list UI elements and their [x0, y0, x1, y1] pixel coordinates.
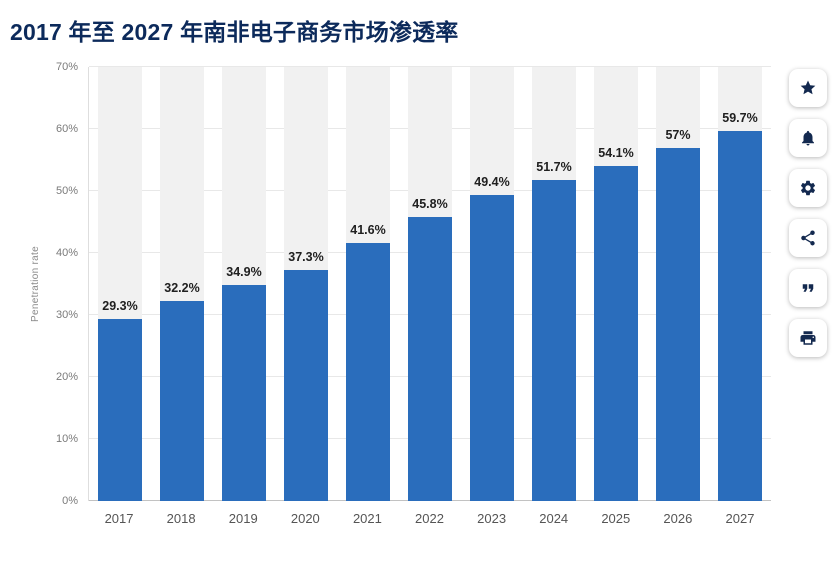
bar-column[interactable]: 49.4%: [461, 67, 523, 501]
bar-chart: Penetration rate 0% 10% 20% 30% 40% 50% 60% 70%…: [26, 61, 771, 535]
bar-column[interactable]: 29.3%: [89, 67, 151, 501]
y-axis-title: Penetration rate: [29, 246, 41, 322]
y-axis-title-wrap: Penetration rate: [26, 67, 44, 501]
x-tick-label: 2021: [352, 510, 382, 526]
bar[interactable]: [408, 217, 452, 501]
x-tick-label: 2022: [415, 510, 444, 526]
bar-value-label: 29.3%: [102, 299, 138, 314]
quote-icon: [802, 284, 814, 292]
y-axis-ticks: 0% 10% 20% 30% 40% 50% 60% 70%: [44, 61, 88, 507]
action-toolbar: [789, 67, 827, 357]
y-tick-label: 50%: [55, 185, 78, 197]
bar[interactable]: [98, 319, 142, 501]
bar-column[interactable]: 57%: [647, 67, 709, 501]
x-tick-label: 2026: [663, 510, 693, 526]
share-icon: [801, 230, 815, 246]
bar-value-label: 49.4%: [474, 174, 510, 189]
gear-icon: [800, 180, 816, 196]
settings-button[interactable]: [789, 169, 827, 207]
bar-column[interactable]: 41.6%: [337, 67, 399, 501]
star-icon: [800, 80, 816, 95]
x-axis-row: 2017 2018 2019 2020 2021 2022 2023 2024 2025 2026…: [26, 501, 771, 535]
bar[interactable]: [346, 243, 390, 501]
bar-value-label: 45.8%: [412, 197, 448, 212]
y-tick-label: 70%: [55, 61, 78, 73]
bar-column[interactable]: 59.7%: [709, 67, 771, 501]
y-tick-label: 30%: [55, 309, 78, 321]
bar-value-label: 41.6%: [350, 223, 386, 238]
bar[interactable]: [532, 180, 576, 501]
y-tick-label: 20%: [55, 371, 78, 383]
bar-value-label: 54.1%: [598, 145, 634, 160]
x-tick-label: 2020: [290, 510, 320, 526]
x-tick-label: 2018: [166, 510, 196, 526]
bar-column[interactable]: 51.7%: [523, 67, 585, 501]
x-tick-label: 2025: [601, 510, 631, 526]
bar-value-label: 32.2%: [164, 281, 200, 296]
print-button[interactable]: [789, 319, 827, 357]
favorite-button[interactable]: [789, 69, 827, 107]
bar-column[interactable]: 45.8%: [399, 67, 461, 501]
main-content: Penetration rate 0% 10% 20% 30% 40% 50% 60% 70%…: [0, 49, 837, 549]
cite-button[interactable]: [789, 269, 827, 307]
y-tick-label: 10%: [55, 433, 78, 445]
bar[interactable]: [160, 301, 204, 501]
bar-column[interactable]: 34.9%: [213, 67, 275, 501]
bar-column[interactable]: 54.1%: [585, 67, 647, 501]
plot-area: 29.3% 32.2% 34.9% 37.3% 41.6% 45.8% 49.4% 51.7%…: [88, 66, 771, 501]
bar-value-label: 57%: [665, 127, 691, 142]
gridline: [89, 66, 771, 67]
bar[interactable]: [656, 147, 700, 501]
x-tick-label: 2023: [477, 510, 507, 526]
bar-columns: 29.3% 32.2% 34.9% 37.3% 41.6% 45.8% 49.4% 51.7%…: [89, 67, 771, 501]
bar[interactable]: [470, 194, 514, 501]
bar-value-label: 59.7%: [722, 110, 758, 125]
chart-title: 2017 年至 2027 年南非电子商务市场渗透率: [10, 19, 459, 45]
bar[interactable]: [222, 284, 266, 501]
x-tick-label: 2024: [539, 510, 569, 526]
bell-icon: [802, 130, 814, 146]
bar-column[interactable]: 32.2%: [151, 67, 213, 501]
bar[interactable]: [718, 130, 762, 501]
chart-plot-region: Penetration rate 0% 10% 20% 30% 40% 50% 60% 70%…: [26, 61, 771, 507]
bar-column[interactable]: 37.3%: [275, 67, 337, 501]
x-tick-label: 2019: [228, 510, 258, 526]
x-tick-label: 2027: [725, 510, 755, 526]
share-button[interactable]: [789, 219, 827, 257]
bar-value-label: 34.9%: [226, 264, 262, 279]
x-axis-ticks: 2017 2018 2019 2020 2021 2022 2023 2024 2025 2026…: [88, 511, 771, 526]
alert-button[interactable]: [789, 119, 827, 157]
y-tick-label: 40%: [55, 247, 78, 259]
bar-value-label: 51.7%: [536, 160, 572, 175]
x-tick-label: 2017: [104, 510, 134, 526]
bar-value-label: 37.3%: [288, 249, 324, 264]
bar[interactable]: [284, 269, 328, 501]
bar[interactable]: [594, 165, 638, 501]
y-tick-label: 60%: [55, 123, 78, 135]
y-tick-label: 0%: [62, 495, 78, 507]
print-icon: [800, 331, 816, 345]
page-header: 2017 年至 2027 年南非电子商务市场渗透率: [0, 0, 837, 49]
